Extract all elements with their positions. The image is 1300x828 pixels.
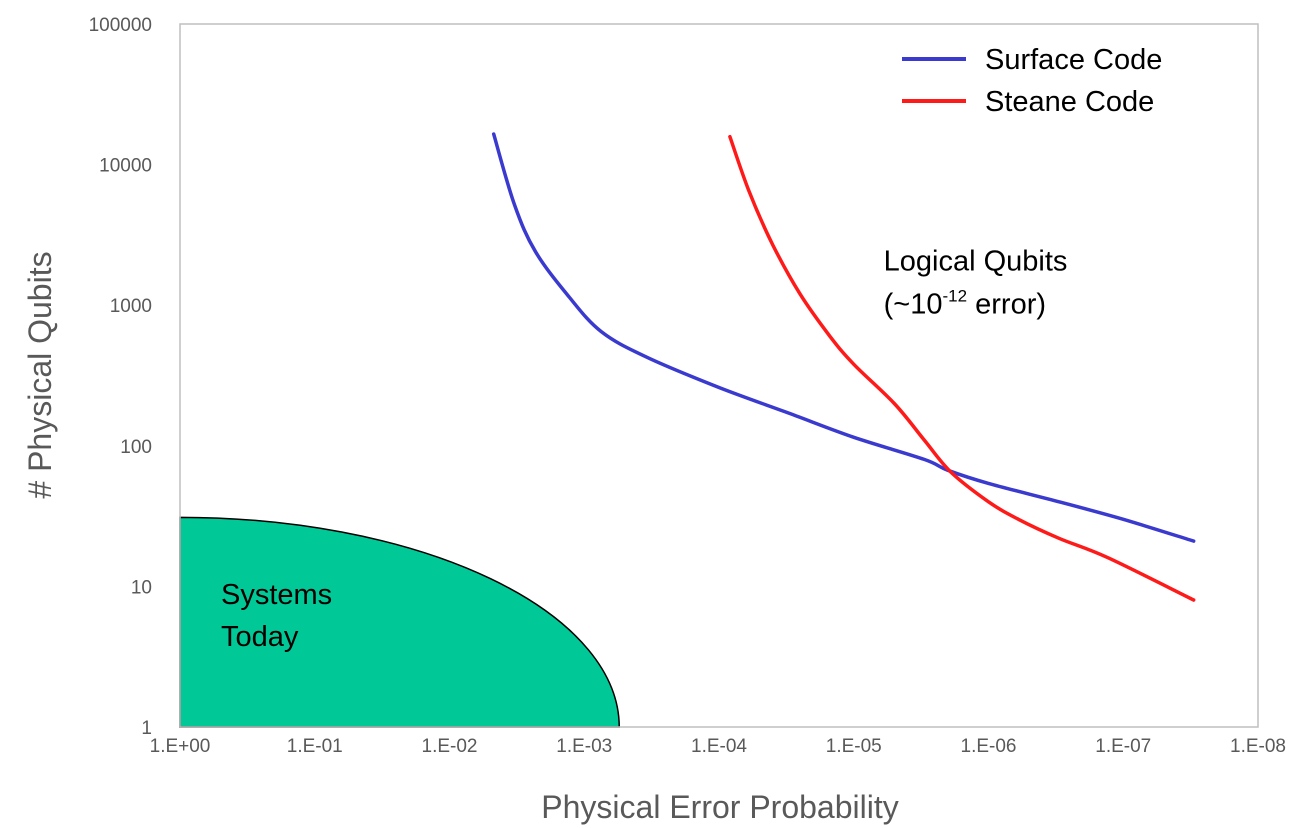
y-tick-labels: 1 10 100 1000 10000 100000 <box>89 15 152 739</box>
logical-qubits-label: Logical Qubits <box>884 245 1068 277</box>
y-tick-label: 100 <box>120 437 152 458</box>
legend: Surface Code Steane Code <box>902 44 1162 118</box>
x-tick-label: 1.E+00 <box>150 736 211 757</box>
x-tick-label: 1.E-07 <box>1095 736 1151 757</box>
x-tick-label: 1.E-06 <box>961 736 1017 757</box>
x-tick-label: 1.E-05 <box>826 736 882 757</box>
y-tick-label: 1000 <box>110 296 152 317</box>
x-tick-label: 1.E-02 <box>422 736 478 757</box>
y-axis-title: # Physical Qubits <box>22 251 58 498</box>
systems-today-label-line: Systems <box>221 579 332 611</box>
annotation-layer: Logical Qubits (~10-12 error) <box>884 245 1068 320</box>
legend-label: Surface Code <box>985 44 1162 76</box>
systems-today-region <box>179 516 620 728</box>
logical-qubits-error-label: (~10-12 error) <box>884 286 1046 320</box>
y-tick-label: 100000 <box>89 15 152 36</box>
x-tick-label: 1.E-08 <box>1230 736 1286 757</box>
x-tick-label: 1.E-04 <box>691 736 747 757</box>
series-line-steane-code <box>728 134 1196 602</box>
series-layer <box>491 132 1196 602</box>
plot-area-border <box>179 23 1259 728</box>
x-tick-label: 1.E-01 <box>287 736 343 757</box>
y-tick-label: 10 <box>131 577 152 598</box>
systems-today-layer: Systems Today <box>179 516 620 728</box>
x-tick-label: 1.E-03 <box>556 736 612 757</box>
x-tick-labels: 1.E+00 1.E-01 1.E-02 1.E-03 1.E-04 1.E-05 1.E-… <box>150 736 1286 757</box>
systems-today-label-line: Today <box>221 621 299 653</box>
x-axis-title: Physical Error Probability <box>541 789 898 825</box>
series-line-surface-code <box>491 132 1196 543</box>
y-tick-label: 10000 <box>99 156 152 177</box>
y-tick-label: 1 <box>141 718 152 739</box>
legend-label: Steane Code <box>985 86 1154 118</box>
